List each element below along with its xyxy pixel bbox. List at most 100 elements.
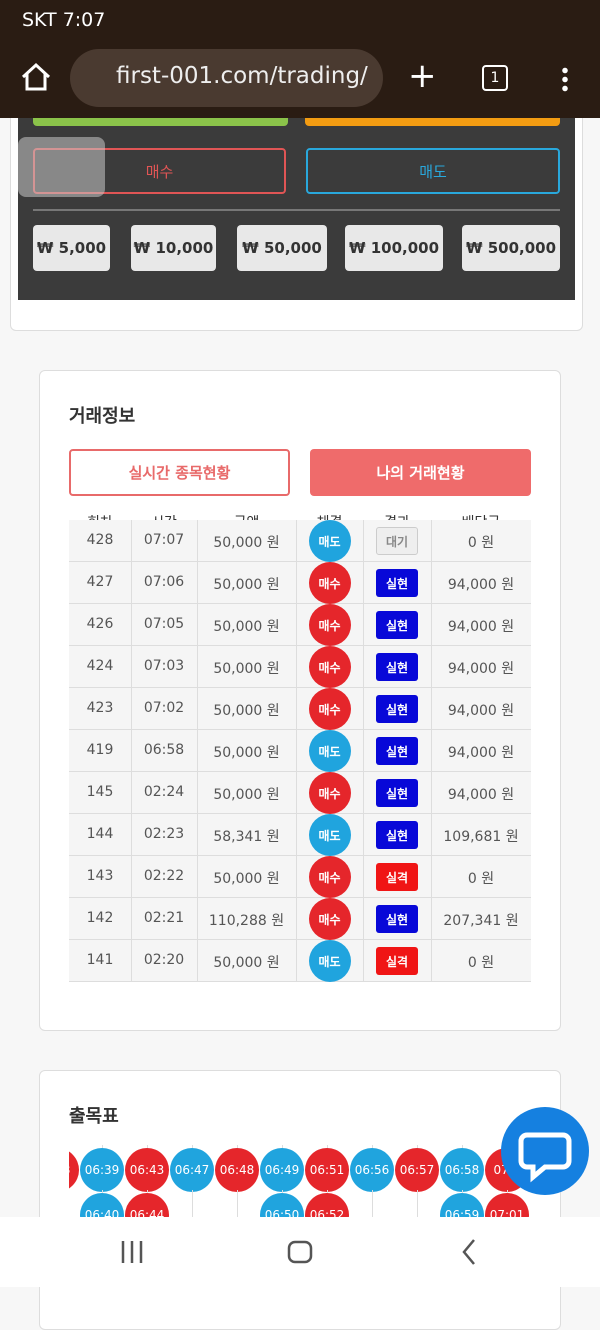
cell-border <box>131 520 132 562</box>
cell: 424 <box>86 658 114 674</box>
cell-border <box>431 604 432 646</box>
new-tab[interactable]: + <box>408 56 437 96</box>
cell: 427 <box>86 574 114 590</box>
cell-border <box>431 898 432 940</box>
result-ball: 06:51 <box>305 1148 349 1192</box>
cell: 141 <box>86 952 114 968</box>
cell: 428 <box>86 532 114 548</box>
cell: 02:24 <box>143 784 185 800</box>
cell-border <box>431 814 432 856</box>
cell: 02:22 <box>143 868 185 884</box>
cell-border <box>296 940 297 982</box>
cell-border <box>131 940 132 982</box>
label: 실시간 종목현황 <box>128 464 231 482</box>
cell: 143 <box>86 868 114 884</box>
home-icon[interactable] <box>18 60 54 96</box>
cell-border <box>197 520 198 562</box>
cell: 50,000 원 <box>213 661 280 677</box>
cell-border <box>363 562 364 604</box>
menu-button[interactable] <box>18 137 105 197</box>
side-badge: 매수 <box>308 688 351 730</box>
result-badge: 대기 <box>376 527 418 555</box>
amount-button[interactable]: ₩ 10,000 <box>131 225 216 271</box>
cell-border <box>131 562 132 604</box>
cell: 94,000 원 <box>447 619 515 635</box>
sell-button[interactable]: 매도 <box>306 148 560 194</box>
result-badge: 실현 <box>376 569 418 597</box>
result-ball: 06:50 <box>260 1193 304 1217</box>
table-row: 141 02:20 50,000 원 매도 실격 0 원 <box>69 940 531 982</box>
table-row: 424 07:03 50,000 원 매수 실현 94,000 원 <box>69 646 531 688</box>
tab-count[interactable]: 1 <box>482 65 508 91</box>
cell-border <box>197 730 198 772</box>
table-row: 143 02:22 50,000 원 매수 실격 0 원 <box>69 856 531 898</box>
cell-border <box>363 730 364 772</box>
cell-border <box>197 604 198 646</box>
side-badge: 매수 <box>308 856 351 898</box>
amount-button[interactable]: ₩ 100,000 <box>345 225 443 271</box>
table-row: 419 06:58 50,000 원 매도 실현 94,000 원 <box>69 730 531 772</box>
side-badge: 매수 <box>308 898 351 940</box>
cell: 02:20 <box>143 952 185 968</box>
amount-button[interactable]: ₩ 5,000 <box>33 225 110 271</box>
cell-border <box>197 688 198 730</box>
amount-button[interactable]: ₩ 50,000 <box>237 225 327 271</box>
cell-border <box>197 898 198 940</box>
cell: 07:06 <box>143 574 185 590</box>
cell: 02:23 <box>143 826 185 842</box>
grid-cell <box>192 1190 193 1217</box>
cell: 94,000 원 <box>447 577 515 593</box>
side-badge: 매수 <box>308 604 351 646</box>
result-ball: 06:40 <box>80 1193 124 1217</box>
result-board: 06:306:3906:4306:4706:4806:4906:5106:560… <box>69 1145 531 1217</box>
cell-border <box>296 772 297 814</box>
tab[interactable]: 나의 거래현황 <box>310 449 531 496</box>
cell-border <box>197 814 198 856</box>
url: first-001.com/trading/ <box>116 63 368 89</box>
result-badge: 실격 <box>376 863 418 891</box>
cell: 94,000 원 <box>447 661 515 677</box>
side-badge: 매도 <box>308 814 351 856</box>
cell: 110,288 원 <box>208 913 285 929</box>
cell-border <box>296 520 297 562</box>
result-ball: 06:52 <box>305 1193 349 1217</box>
table-row: 427 07:06 50,000 원 매수 실현 94,000 원 <box>69 562 531 604</box>
cell-border <box>363 646 364 688</box>
cell-border <box>131 898 132 940</box>
cell-border <box>131 688 132 730</box>
cell-border <box>197 562 198 604</box>
chat-icon <box>518 1132 572 1183</box>
cell: 50,000 원 <box>213 745 280 761</box>
cell-border <box>296 646 297 688</box>
cell-border <box>296 730 297 772</box>
cell-border <box>296 814 297 856</box>
tab[interactable]: 실시간 종목현황 <box>69 449 290 496</box>
cell-border <box>197 646 198 688</box>
url-bar[interactable]: first-001.com/trading/ <box>70 49 383 107</box>
cell: 07:07 <box>143 532 185 548</box>
result-badge: 실격 <box>376 947 418 975</box>
cell: 50,000 원 <box>213 703 280 719</box>
cell-border <box>131 856 132 898</box>
amount-button[interactable]: ₩ 500,000 <box>462 225 560 271</box>
section-title: 거래정보 <box>69 406 136 427</box>
cell: 207,341 원 <box>443 913 519 929</box>
cell: 06:58 <box>143 742 185 758</box>
cell: 423 <box>86 700 114 716</box>
cell: 94,000 원 <box>447 745 515 761</box>
menu[interactable] <box>562 66 568 92</box>
grid-cell <box>237 1190 238 1217</box>
result-ball: 06:58 <box>440 1148 484 1192</box>
cell: 07:05 <box>143 616 185 632</box>
cell-border <box>363 772 364 814</box>
cell-border <box>131 772 132 814</box>
cell-border <box>431 520 432 562</box>
cell-border <box>431 940 432 982</box>
table-row: 145 02:24 50,000 원 매수 실현 94,000 원 <box>69 772 531 814</box>
cell-border <box>296 562 297 604</box>
cell: 426 <box>86 616 114 632</box>
side-badge: 매도 <box>308 940 351 982</box>
chat-button[interactable] <box>501 1107 589 1195</box>
cell-border <box>431 562 432 604</box>
